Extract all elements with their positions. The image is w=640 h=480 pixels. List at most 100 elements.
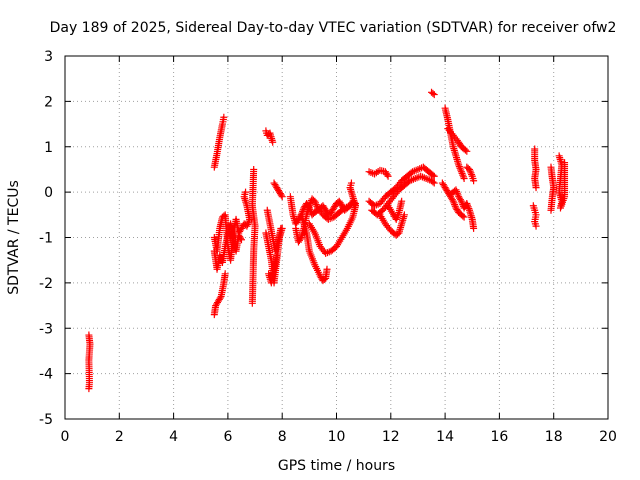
data-point-fill xyxy=(560,195,568,203)
data-point-fill xyxy=(384,223,392,231)
data-point-fill xyxy=(397,222,405,230)
data-point-fill xyxy=(447,128,455,136)
data-point-fill xyxy=(330,245,338,253)
data-point-fill xyxy=(276,226,284,234)
data-point-fill xyxy=(412,166,420,174)
data-point xyxy=(463,147,471,155)
data-point-fill xyxy=(561,161,569,169)
data-point xyxy=(243,222,251,230)
data-point-fill xyxy=(443,114,451,122)
data-point-fill xyxy=(310,227,318,235)
data-point-fill xyxy=(429,89,437,97)
data-point-fill xyxy=(422,165,430,173)
data-point-fill xyxy=(270,267,278,275)
data-point-fill xyxy=(213,152,221,160)
x-tick-label: 2 xyxy=(115,429,124,445)
data-point-fill xyxy=(312,201,320,209)
data-point-fill xyxy=(459,171,467,179)
data-point-fill xyxy=(456,194,464,202)
data-point-fill xyxy=(459,212,467,220)
data-point-fill xyxy=(237,234,245,242)
data-point-fill xyxy=(316,207,324,215)
data-point-fill xyxy=(454,159,462,167)
data-point-fill xyxy=(274,185,282,193)
data-point-fill xyxy=(315,241,323,249)
data-point-fill xyxy=(454,191,462,199)
y-tick-label: -1 xyxy=(39,231,53,247)
x-axis-label: GPS time / hours xyxy=(278,458,395,474)
data-point-fill xyxy=(310,259,318,267)
data-point-fill xyxy=(453,188,461,196)
data-point-fill xyxy=(295,237,303,245)
x-tick-label: 16 xyxy=(490,429,508,445)
data-point-fill xyxy=(85,383,93,391)
data-point-fill xyxy=(236,233,244,241)
data-point-fill xyxy=(452,135,460,143)
data-point-fill xyxy=(531,220,539,228)
data-point xyxy=(457,168,465,176)
x-tick-label: 10 xyxy=(328,429,346,445)
data-point-fill xyxy=(382,169,390,177)
data-point-fill xyxy=(439,181,447,189)
data-point-fill xyxy=(215,136,223,144)
data-point-fill xyxy=(469,223,477,231)
x-tick-label: 18 xyxy=(545,429,563,445)
data-point-fill xyxy=(337,235,345,243)
data-point-fill xyxy=(248,297,256,305)
x-tick-label: 14 xyxy=(436,429,454,445)
data-point-fill xyxy=(244,219,252,227)
data-point-fill xyxy=(241,190,249,198)
data-point-fill xyxy=(468,171,476,179)
data-point xyxy=(460,213,468,221)
y-tick-label: 0 xyxy=(44,185,53,201)
data-point-fill xyxy=(453,206,461,214)
data-point xyxy=(466,165,474,173)
data-point-fill xyxy=(458,169,466,177)
data-point xyxy=(430,91,438,99)
data-point-fill xyxy=(400,213,408,221)
data-point-fill xyxy=(449,141,457,149)
data-point-fill xyxy=(379,196,387,204)
data-point-fill xyxy=(322,213,330,221)
data-point-fill xyxy=(463,201,471,209)
data-point-fill xyxy=(266,218,274,226)
data-point-fill xyxy=(293,218,301,226)
data-point-fill xyxy=(289,209,297,217)
data-point-fill xyxy=(456,140,464,148)
data-point-fill xyxy=(387,196,395,204)
data-point-fill xyxy=(398,184,406,192)
data-point-fill xyxy=(349,194,357,202)
y-tick-label: 1 xyxy=(44,140,53,156)
data-point-fill xyxy=(429,178,437,186)
data-point-fill xyxy=(274,240,282,248)
data-point-fill xyxy=(221,245,229,253)
plot-frame xyxy=(64,55,609,420)
data-point-fill xyxy=(267,254,275,262)
data-point-fill xyxy=(457,166,465,174)
data-point-fill xyxy=(384,190,392,198)
data-point-fill xyxy=(216,226,224,234)
data-point-fill xyxy=(305,245,313,253)
data-point-fill xyxy=(223,233,231,241)
data-point-fill xyxy=(397,199,405,207)
y-tick-label: 2 xyxy=(44,94,53,110)
data-point-fill xyxy=(467,169,475,177)
data-point-fill xyxy=(328,207,336,215)
data-point xyxy=(430,179,438,187)
data-point-fill xyxy=(394,210,402,218)
data-point-fill xyxy=(400,175,408,183)
data-point-fill xyxy=(458,199,466,207)
x-tick-label: 20 xyxy=(599,429,617,445)
data-point-fill xyxy=(394,212,402,220)
data-point-fill xyxy=(336,199,344,207)
data-point-fill xyxy=(276,190,284,198)
data-point-fill xyxy=(221,272,229,280)
data-point-fill xyxy=(468,214,476,222)
data-point-fill xyxy=(547,204,555,212)
y-axis-label: SDTVAR / TECUs xyxy=(6,180,22,295)
data-point-fill xyxy=(219,116,227,124)
chart-title: Day 189 of 2025, Sidereal Day-to-day VTE… xyxy=(50,20,617,36)
data-point-fill xyxy=(466,167,474,175)
data-point-fill xyxy=(244,220,252,228)
